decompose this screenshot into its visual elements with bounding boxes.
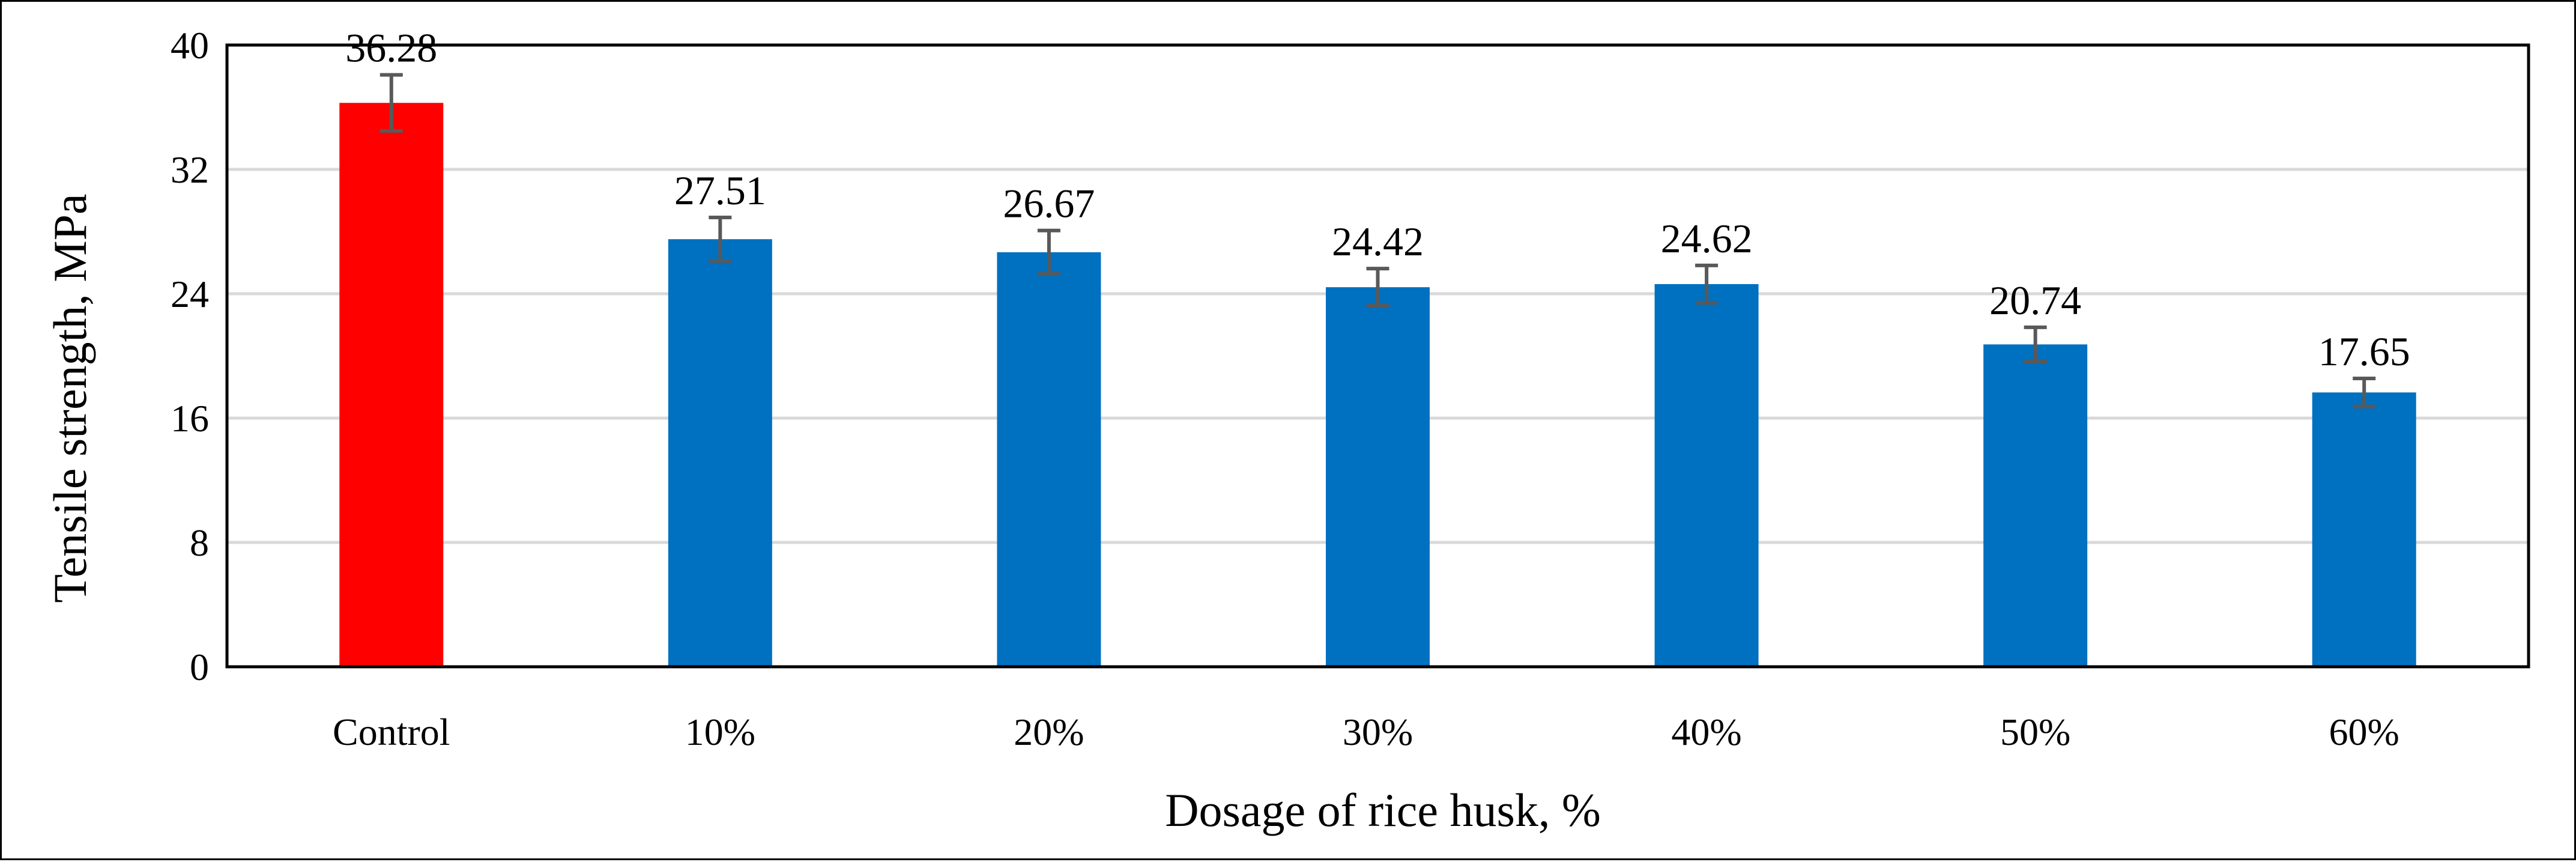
bars: [339, 103, 2416, 667]
x-tick-label: 60%: [2329, 711, 2399, 753]
data-label: 17.65: [2318, 329, 2410, 374]
bar-20pct: [997, 252, 1101, 667]
y-axis-title: Tensile strength, MPa: [44, 193, 96, 602]
bar-30pct: [1326, 287, 1430, 667]
y-tick-label: 0: [190, 646, 209, 688]
data-label: 27.51: [674, 168, 766, 213]
data-label: 24.42: [1332, 219, 1424, 264]
y-tick-label: 24: [171, 273, 209, 315]
y-tick-labels: 0 8 16 24 32 40: [171, 24, 209, 688]
data-label: 24.62: [1661, 216, 1753, 261]
data-label: 36.28: [345, 25, 437, 71]
x-tick-label: 30%: [1343, 711, 1413, 753]
data-label: 26.67: [1003, 181, 1095, 226]
x-tick-label: Control: [333, 711, 450, 753]
x-tick-label: 20%: [1014, 711, 1084, 753]
data-label: 20.74: [1989, 278, 2081, 323]
x-tick-label: 50%: [2000, 711, 2070, 753]
x-tick-labels: Control 10% 20% 30% 40% 50% 60%: [333, 711, 2399, 753]
x-tick-label: 40%: [1671, 711, 1741, 753]
x-axis-title: Dosage of rice husk, %: [1165, 784, 1601, 836]
bar-10pct: [668, 239, 772, 667]
bar-control: [339, 103, 443, 667]
y-tick-label: 8: [190, 521, 209, 564]
y-tick-label: 16: [171, 397, 209, 440]
y-tick-label: 40: [171, 24, 209, 67]
x-tick-label: 10%: [685, 711, 755, 753]
bar-40pct: [1655, 284, 1759, 667]
bar-60pct: [2312, 392, 2416, 667]
bar-50pct: [1983, 344, 2087, 667]
y-tick-label: 32: [171, 148, 209, 191]
